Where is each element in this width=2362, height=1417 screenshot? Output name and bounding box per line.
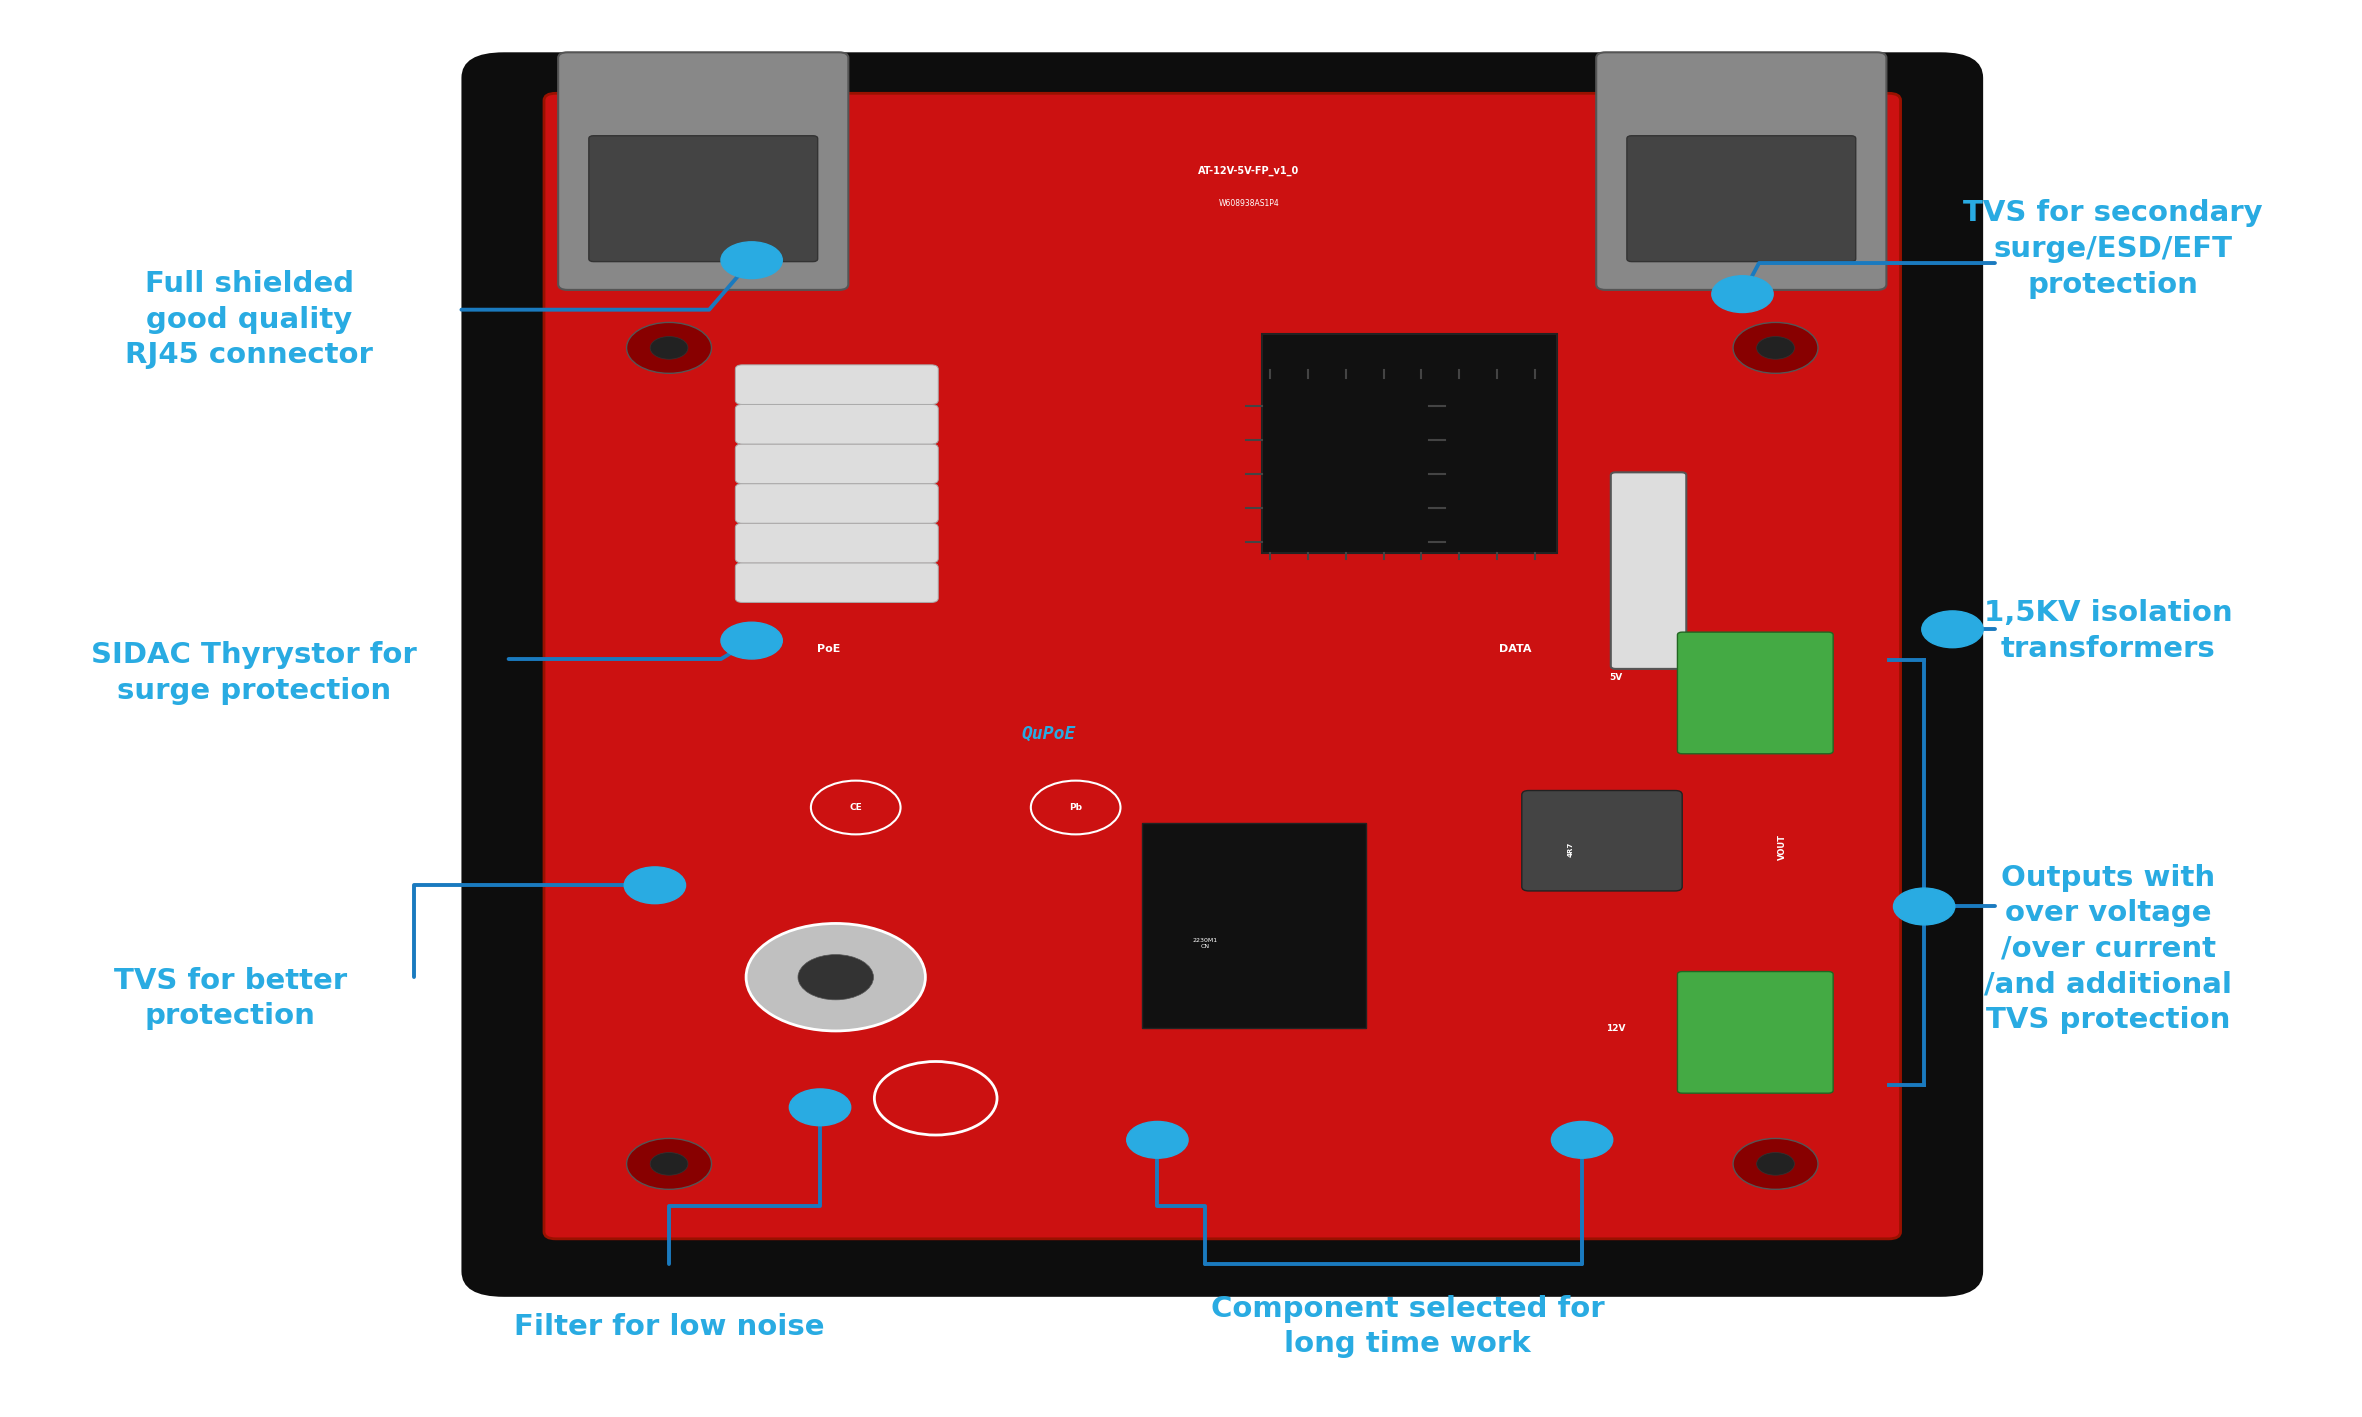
FancyBboxPatch shape: [735, 444, 938, 483]
Text: Pb: Pb: [1070, 803, 1082, 812]
FancyBboxPatch shape: [1677, 972, 1833, 1093]
FancyBboxPatch shape: [461, 52, 1984, 1297]
Text: DATA: DATA: [1500, 645, 1533, 655]
FancyBboxPatch shape: [1677, 632, 1833, 754]
Text: QuPoE: QuPoE: [1023, 726, 1077, 743]
Circle shape: [720, 242, 782, 279]
Circle shape: [650, 1152, 687, 1175]
FancyBboxPatch shape: [1521, 791, 1682, 891]
FancyBboxPatch shape: [557, 52, 848, 290]
Text: Full shielded
good quality
RJ45 connector: Full shielded good quality RJ45 connecto…: [125, 269, 373, 370]
Circle shape: [626, 1138, 711, 1189]
FancyBboxPatch shape: [735, 563, 938, 602]
Text: 5V: 5V: [1609, 673, 1623, 682]
Circle shape: [1127, 1121, 1188, 1158]
FancyBboxPatch shape: [1261, 334, 1557, 553]
FancyBboxPatch shape: [735, 483, 938, 523]
Circle shape: [626, 323, 711, 373]
Circle shape: [1894, 888, 1956, 925]
Text: CE: CE: [850, 803, 862, 812]
Text: W608938AS1P4: W608938AS1P4: [1219, 200, 1280, 208]
Text: 4R7: 4R7: [1568, 842, 1573, 857]
Text: VOUT: VOUT: [1779, 835, 1786, 860]
Circle shape: [1757, 337, 1795, 359]
Circle shape: [1712, 276, 1774, 313]
FancyBboxPatch shape: [1611, 472, 1686, 669]
Circle shape: [746, 924, 926, 1032]
Circle shape: [624, 867, 685, 904]
Text: 12V: 12V: [1606, 1023, 1625, 1033]
Text: 2230M1
CN: 2230M1 CN: [1193, 938, 1216, 948]
Text: AT-12V-5V-FP_v1_0: AT-12V-5V-FP_v1_0: [1198, 166, 1299, 176]
Text: TVS for better
protection: TVS for better protection: [113, 966, 347, 1030]
FancyBboxPatch shape: [1143, 823, 1368, 1029]
Text: Filter for low noise: Filter for low noise: [515, 1312, 824, 1340]
Circle shape: [1734, 323, 1819, 373]
Text: TVS for secondary
surge/ESD/EFT
protection: TVS for secondary surge/ESD/EFT protecti…: [1963, 200, 2263, 299]
Circle shape: [650, 337, 687, 359]
Text: SIDAC Thyrystor for
surge protection: SIDAC Thyrystor for surge protection: [92, 642, 416, 706]
Text: Outputs with
over voltage
/over current
/and additional
TVS protection: Outputs with over voltage /over current …: [1984, 863, 2232, 1034]
Circle shape: [1734, 1138, 1819, 1189]
Circle shape: [1552, 1121, 1613, 1158]
Circle shape: [798, 955, 874, 1000]
FancyBboxPatch shape: [735, 523, 938, 563]
Text: PoE: PoE: [817, 645, 841, 655]
FancyBboxPatch shape: [735, 364, 938, 404]
FancyBboxPatch shape: [588, 136, 817, 262]
FancyBboxPatch shape: [543, 94, 1901, 1238]
FancyBboxPatch shape: [1597, 52, 1887, 290]
Text: 1,5KV isolation
transformers: 1,5KV isolation transformers: [1984, 599, 2232, 663]
FancyBboxPatch shape: [1627, 136, 1857, 262]
Text: Component selected for
long time work: Component selected for long time work: [1212, 1295, 1604, 1359]
FancyBboxPatch shape: [735, 404, 938, 444]
Circle shape: [789, 1088, 850, 1125]
Circle shape: [1757, 1152, 1795, 1175]
Circle shape: [1923, 611, 1984, 648]
Circle shape: [720, 622, 782, 659]
